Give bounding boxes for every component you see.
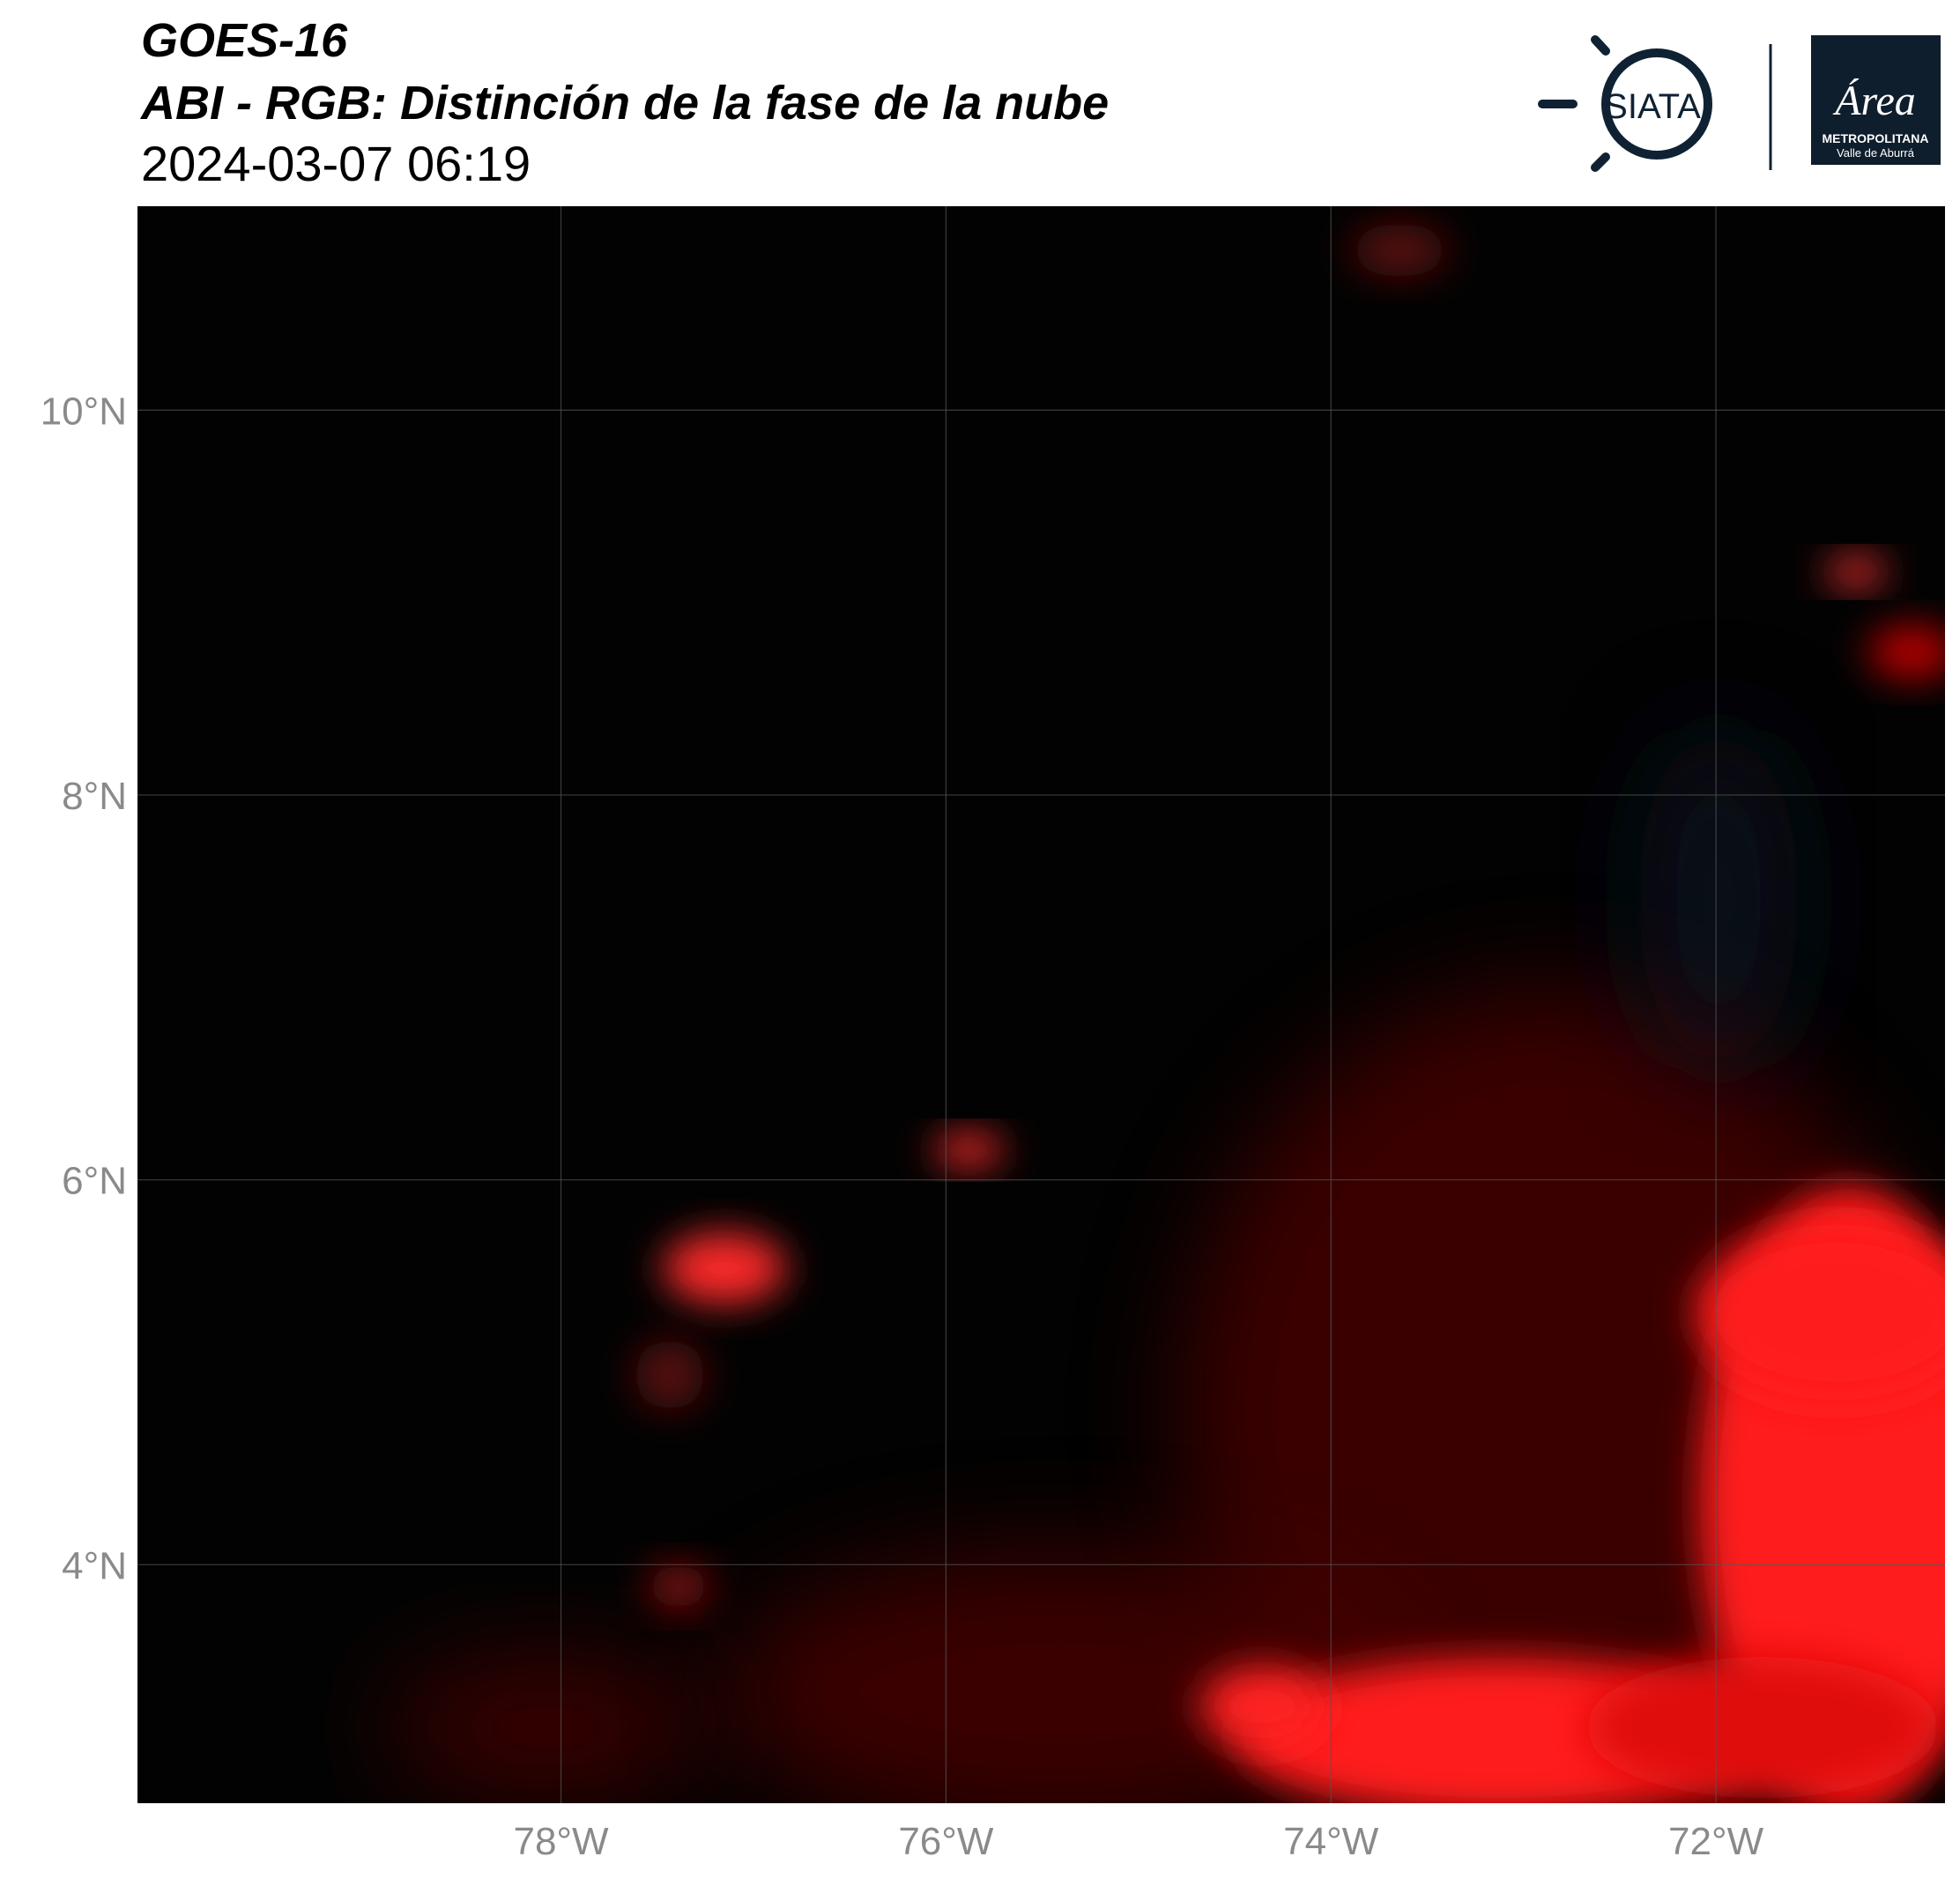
date: 2024-03-07 06:19: [141, 136, 531, 191]
axes: 78°W 76°W 74°W 72°W 4°N 6°N 8°N 10°N: [41, 206, 1945, 1863]
siata-text: SIATA: [1604, 87, 1701, 126]
x-tick-label: 76°W: [898, 1820, 994, 1863]
title: GOES-16: [141, 14, 348, 67]
area-line1: METROPOLITANA: [1822, 131, 1928, 145]
subtitle: ABI - RGB: Distinción de la fase de la n…: [139, 77, 1109, 130]
x-tick-label: 78°W: [513, 1820, 609, 1863]
y-tick-label: 6°N: [62, 1160, 127, 1203]
area-text: Área: [1832, 78, 1916, 124]
area-line2: Valle de Aburrá: [1837, 146, 1915, 160]
x-tick-label: 74°W: [1283, 1820, 1379, 1863]
satellite-image: [388, 224, 1945, 1803]
y-tick-label: 4°N: [62, 1544, 127, 1587]
y-tick-label: 10°N: [41, 390, 127, 433]
x-tick-label: 72°W: [1668, 1820, 1764, 1863]
siata-logo: SIATA Área METROPOLITANA Valle de Aburrá: [1538, 35, 1941, 172]
y-tick-label: 8°N: [62, 775, 127, 818]
